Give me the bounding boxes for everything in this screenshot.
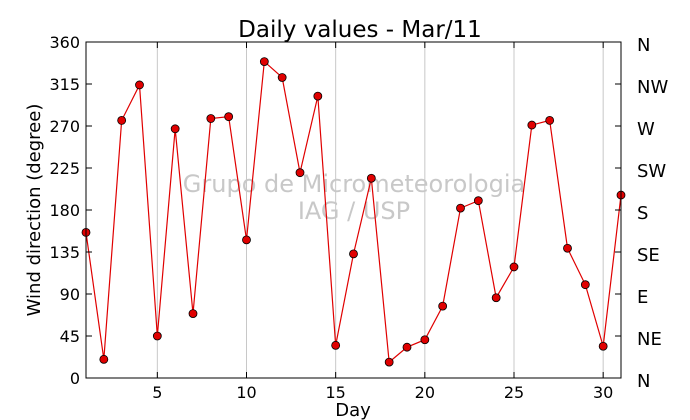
data-point bbox=[384, 357, 394, 367]
data-point bbox=[580, 280, 590, 290]
compass-label: W bbox=[637, 119, 655, 140]
y-tick-label: 180 bbox=[49, 201, 80, 220]
chart-title: Daily values - Mar/11 bbox=[238, 17, 482, 43]
data-point bbox=[188, 309, 198, 319]
data-point bbox=[563, 243, 572, 253]
x-tick-label: 10 bbox=[236, 383, 256, 402]
x-tick-label: 5 bbox=[152, 383, 162, 402]
data-point bbox=[456, 203, 465, 213]
data-point bbox=[473, 196, 483, 206]
data-point bbox=[206, 114, 216, 123]
data-point bbox=[598, 341, 608, 351]
data-point bbox=[527, 120, 537, 130]
data-point bbox=[99, 354, 109, 364]
y-tick-label: 360 bbox=[49, 33, 80, 52]
data-point bbox=[117, 116, 127, 125]
data-point bbox=[135, 80, 144, 90]
y-tick-label: 45 bbox=[60, 327, 80, 346]
data-point bbox=[295, 168, 305, 178]
x-tick-label: 30 bbox=[593, 383, 613, 402]
data-point bbox=[277, 73, 287, 82]
data-point bbox=[224, 112, 234, 122]
series-wind-direction bbox=[81, 57, 626, 367]
compass-label: NE bbox=[637, 329, 662, 350]
x-tick-labels: 5 10 15 20 25 30 bbox=[152, 383, 613, 402]
y-tick-labels: 0 45 90 135 180 225 270 315 360 bbox=[49, 33, 80, 388]
compass-labels: N NE E SE S SW W NW N bbox=[637, 35, 668, 392]
watermark-line: Grupo de Micrometeorologia bbox=[183, 170, 525, 198]
x-axis-title: Day bbox=[335, 400, 371, 420]
x-tick-label: 25 bbox=[504, 383, 524, 402]
compass-label: N bbox=[637, 35, 650, 56]
data-point bbox=[420, 335, 430, 345]
data-point bbox=[170, 124, 180, 134]
compass-label: SE bbox=[637, 245, 660, 266]
x-tick-label: 20 bbox=[415, 383, 435, 402]
data-point bbox=[509, 262, 519, 272]
compass-label: N bbox=[637, 371, 650, 392]
y-axis-title: Wind direction (degree) bbox=[24, 104, 45, 317]
y-tick-label: 135 bbox=[49, 243, 80, 262]
y-tick-label: 270 bbox=[49, 117, 80, 136]
y-tick-label: 0 bbox=[70, 369, 80, 388]
grid-lines bbox=[156, 42, 604, 378]
y-tick-label: 90 bbox=[60, 285, 80, 304]
data-point bbox=[259, 57, 269, 66]
data-point bbox=[349, 249, 358, 259]
x-tick-label: 15 bbox=[325, 383, 345, 402]
data-point bbox=[331, 340, 341, 350]
data-point bbox=[366, 173, 376, 183]
data-point bbox=[313, 91, 323, 101]
watermark-line: IAG / USP bbox=[298, 197, 410, 225]
y-tick-label: 225 bbox=[49, 159, 80, 178]
compass-label: NW bbox=[637, 77, 668, 98]
data-point bbox=[242, 235, 251, 245]
data-point bbox=[545, 116, 555, 125]
data-point bbox=[402, 342, 412, 352]
y-tick-label: 315 bbox=[49, 75, 80, 94]
data-point bbox=[491, 293, 501, 303]
data-point bbox=[438, 301, 448, 311]
compass-label: SW bbox=[637, 161, 666, 182]
axis-ticks bbox=[86, 41, 621, 379]
compass-label: E bbox=[637, 287, 648, 308]
data-point bbox=[152, 331, 162, 341]
compass-label: S bbox=[637, 203, 648, 224]
